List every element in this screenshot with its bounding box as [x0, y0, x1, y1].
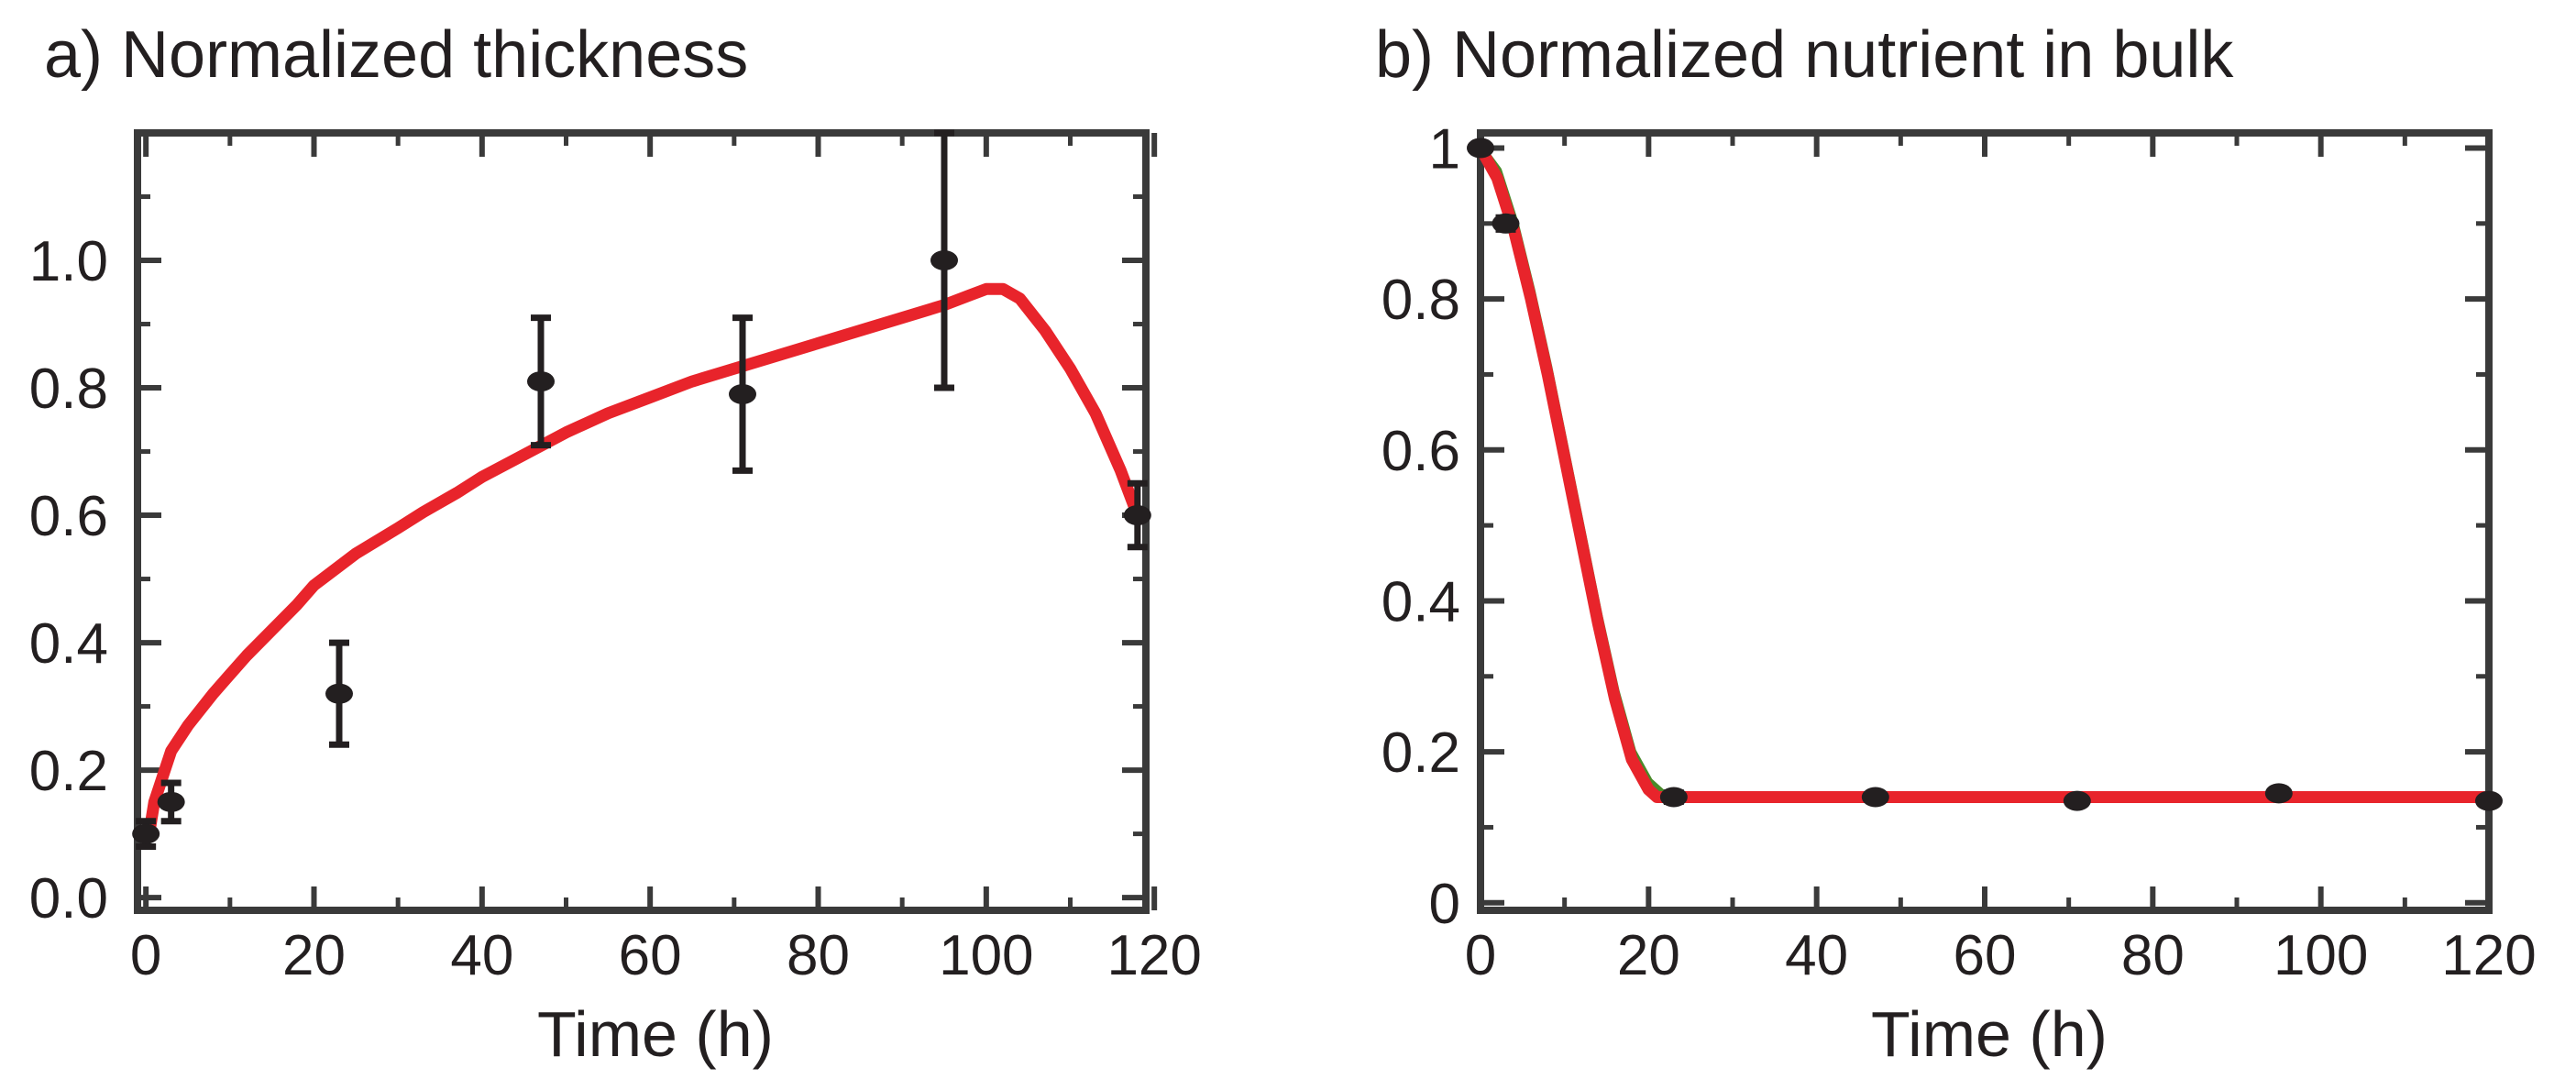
- panel-b-data-marker-2: [1659, 787, 1688, 808]
- panel-a-data-marker-4: [729, 383, 756, 404]
- panel-b-data-point-2: [1659, 787, 1688, 808]
- panel-a-data-point-0: [132, 818, 160, 850]
- panel-b-x-tick-label-100: 100: [2273, 924, 2368, 987]
- panel-a-y-tick-label-0: 0.0: [29, 867, 108, 930]
- panel-b-data-marker-4: [2063, 790, 2091, 811]
- panel-b-x-tick-label-20: 20: [1617, 924, 1680, 987]
- panel-a-series-model-line: [144, 282, 1144, 834]
- panel-a-data-marker-5: [930, 250, 958, 271]
- panel-a-data-marker-0: [132, 823, 160, 844]
- panel-b-data-point-3: [1861, 787, 1889, 808]
- panel-a-y-tick-label-0.8: 0.8: [29, 358, 108, 421]
- panel-b-y-tick-label-1: 1: [1429, 117, 1460, 181]
- panel-b-title: b) Normalized nutrient in bulk: [1375, 18, 2234, 92]
- panel-a-series: [132, 129, 1151, 850]
- panel-a-data-point-6: [1123, 479, 1151, 551]
- panel-b-x-tick-label-80: 80: [2121, 924, 2185, 987]
- panel-a-y-tick-label-0.6: 0.6: [29, 485, 108, 548]
- panel-b-data-marker-1: [1492, 213, 1520, 234]
- panel-a-plot-frame: [134, 129, 1150, 914]
- panel-b-x-tick-label-120: 120: [2441, 924, 2536, 987]
- panel-b-y-tick-label-0.2: 0.2: [1382, 721, 1460, 785]
- panel-a-y-tick-label-0.4: 0.4: [29, 612, 108, 676]
- panel-b-x-tick-label-0: 0: [1465, 924, 1496, 987]
- panel-b-data-point-0: [1467, 138, 1494, 159]
- panel-b-data-marker-3: [1861, 787, 1889, 808]
- panel-a-x-tick-label-0: 0: [130, 924, 161, 987]
- panel-a-x-tick-label-20: 20: [282, 924, 346, 987]
- panel-b-data-marker-5: [2264, 783, 2293, 804]
- panel-b-series-model-line: [1474, 142, 2495, 803]
- panel-b-y-tick-label-0.6: 0.6: [1382, 420, 1460, 483]
- panel-a-data-point-4: [729, 314, 756, 474]
- panel-a-data-point-5: [930, 129, 958, 391]
- panel-b-data-point-4: [2063, 790, 2091, 811]
- panel-b-y-tick-label-0.4: 0.4: [1382, 570, 1460, 633]
- panel-b-y-tick-label-0: 0: [1429, 873, 1460, 936]
- panel-a-x-tick-label-120: 120: [1106, 924, 1201, 987]
- panel-a-data-marker-6: [1123, 505, 1151, 526]
- panel-a-y-ticks: 0.0 0.2 0.4 0.6 0.8 1.0: [29, 194, 1146, 930]
- panel-a-x-tick-label-60: 60: [619, 924, 682, 987]
- panel-a-data-marker-1: [157, 791, 185, 812]
- panel-b-data-point-6: [2475, 790, 2503, 811]
- panel-b-series-model-green-line: [1476, 143, 2493, 802]
- panel-b-nutrient: b) Normalized nutrient in bulk 0 20 40 60 80…: [1375, 18, 2537, 1070]
- panel-a-y-tick-label-0.2: 0.2: [29, 740, 108, 803]
- panel-b-data-marker-6: [2475, 790, 2503, 811]
- panel-a-data-marker-2: [325, 683, 353, 704]
- panel-b-data-point-5: [2264, 783, 2293, 804]
- panel-a-title: a) Normalized thickness: [44, 18, 748, 92]
- panel-a-data-point-1: [157, 779, 185, 825]
- panel-b-y-ticks: 0 0.2 0.4 0.6 0.8 1: [1382, 117, 2489, 936]
- panel-b-x-axis-label: Time (h): [1871, 998, 2108, 1070]
- panel-b-x-tick-label-40: 40: [1785, 924, 1848, 987]
- panel-b-data-point-1: [1492, 213, 1520, 234]
- panel-a-x-tick-label-40: 40: [450, 924, 513, 987]
- panel-a-data-marker-3: [527, 371, 555, 392]
- panel-b-y-tick-label-0.8: 0.8: [1382, 269, 1460, 332]
- panel-a-x-ticks: 0 20 40 60 80 100 120: [130, 133, 1202, 987]
- panel-b-data-marker-0: [1467, 138, 1494, 159]
- panel-b-series: [1467, 138, 2503, 811]
- panel-a-data-point-3: [527, 314, 555, 449]
- panel-a-data-point-2: [325, 639, 353, 748]
- panel-a-x-axis-label: Time (h): [537, 998, 774, 1070]
- panel-a-x-tick-label-100: 100: [939, 924, 1033, 987]
- panel-a-thickness: a) Normalized thickness 0 20 40 60 80 100 120 …: [29, 18, 1202, 1070]
- panel-b-x-tick-label-60: 60: [1954, 924, 2017, 987]
- panel-a-y-tick-label-1: 1.0: [29, 230, 108, 293]
- panel-b-x-ticks: 0 20 40 60 80 100 120: [1465, 133, 2537, 987]
- panel-a-x-tick-label-80: 80: [787, 924, 850, 987]
